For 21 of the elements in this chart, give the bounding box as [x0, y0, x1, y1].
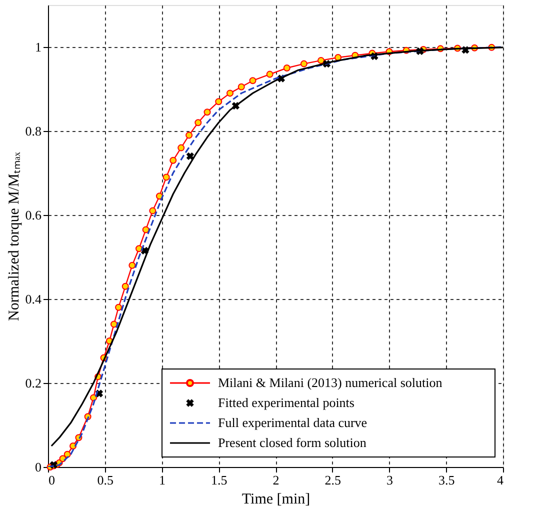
x-tick-label: 1 — [159, 472, 166, 488]
legend-label: Milani & Milani (2013) numerical solution — [218, 375, 443, 390]
x-tick-label: 3 — [386, 472, 393, 488]
legend-label: Fitted experimental points — [218, 395, 354, 410]
x-tick-label: 2.5 — [324, 472, 341, 488]
x-axis-title: Time [min] — [242, 492, 310, 508]
y-tick-label: 0.8 — [25, 124, 42, 138]
x-tick-label: 3.5 — [438, 472, 455, 488]
legend-label: Present closed form solution — [218, 435, 367, 450]
y-tick-label: 0.4 — [25, 292, 42, 306]
legend-label: Full experimental data curve — [218, 415, 368, 430]
y-tick-label: 0.2 — [25, 376, 42, 390]
x-tick-label: 1.5 — [211, 472, 228, 488]
x-tick-label: 2 — [272, 472, 280, 488]
x-tick-label: 0.5 — [97, 472, 114, 488]
y-tick-label: 0 — [35, 460, 42, 474]
x-tick-label: 4 — [497, 472, 504, 488]
x-tick-label: 0 — [48, 472, 55, 488]
y-axis-title: Normalized torque M/Mₜₘₐₓ — [6, 151, 22, 321]
y-tick-label: 0.6 — [25, 208, 42, 222]
y-tick-label: 1 — [35, 40, 42, 54]
